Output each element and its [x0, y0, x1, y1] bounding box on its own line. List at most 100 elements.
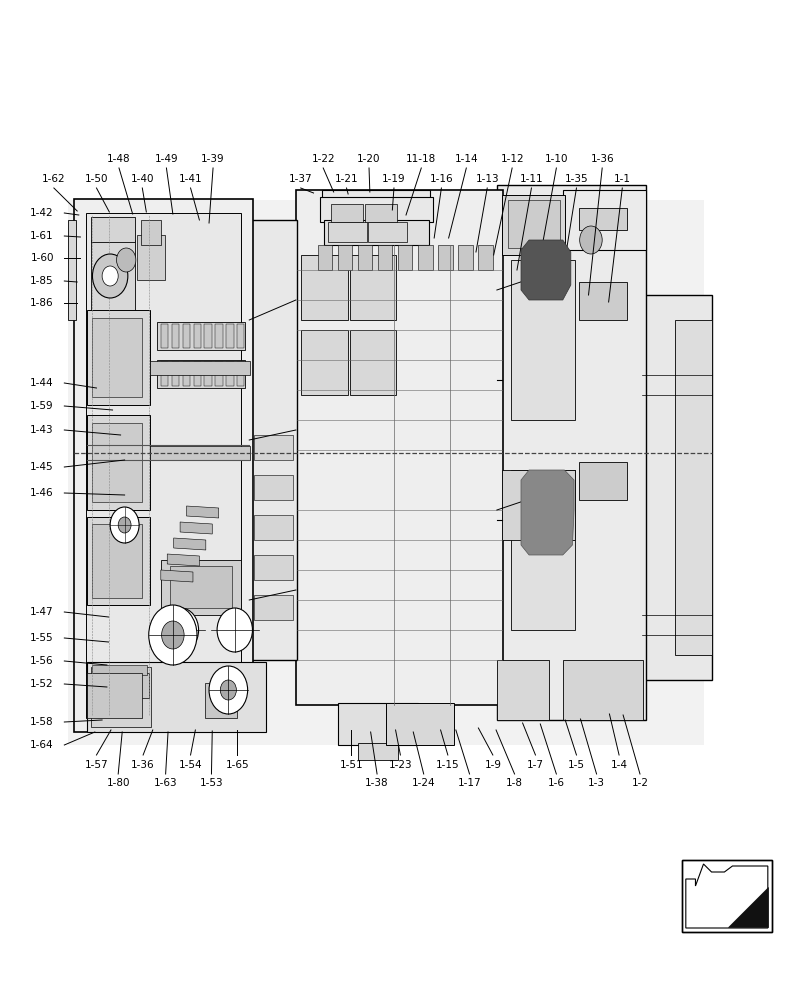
Bar — [92, 423, 142, 502]
Text: 1-57: 1-57 — [84, 760, 108, 770]
Bar — [87, 662, 266, 732]
Bar — [254, 515, 292, 540]
Bar — [562, 190, 645, 250]
Circle shape — [217, 608, 252, 652]
Circle shape — [102, 266, 118, 286]
Text: 1-5: 1-5 — [567, 760, 585, 770]
Bar — [510, 260, 574, 420]
Bar — [226, 362, 233, 386]
Bar — [172, 362, 179, 386]
Text: 1-20: 1-20 — [357, 154, 381, 164]
Text: 1-4: 1-4 — [609, 760, 627, 770]
Text: 1-59: 1-59 — [31, 401, 54, 411]
Bar — [301, 255, 348, 320]
Bar — [68, 200, 703, 745]
Bar — [92, 665, 147, 675]
Bar — [87, 310, 149, 405]
Bar — [204, 324, 211, 348]
Bar — [149, 361, 250, 375]
Text: 1-7: 1-7 — [526, 760, 544, 770]
Polygon shape — [685, 864, 767, 928]
Bar — [324, 220, 428, 245]
Bar — [137, 235, 165, 280]
Bar — [226, 324, 233, 348]
Text: 1-86: 1-86 — [31, 298, 54, 308]
Bar — [92, 524, 142, 598]
Text: 1-9: 1-9 — [483, 760, 501, 770]
Bar — [321, 190, 430, 200]
Text: 1-56: 1-56 — [31, 656, 54, 666]
Bar — [496, 185, 645, 720]
Bar — [578, 462, 626, 500]
Text: 1-6: 1-6 — [547, 778, 565, 788]
Bar — [92, 318, 142, 397]
Bar — [502, 195, 565, 255]
Text: 11-18: 11-18 — [406, 154, 436, 164]
Text: 1-63: 1-63 — [153, 778, 177, 788]
Bar — [681, 860, 771, 932]
Text: 1-38: 1-38 — [365, 778, 389, 788]
Text: 1-36: 1-36 — [131, 760, 155, 770]
Bar — [365, 204, 397, 222]
Circle shape — [220, 680, 236, 700]
Text: 1-10: 1-10 — [544, 154, 568, 164]
Text: 1-46: 1-46 — [31, 488, 54, 498]
Text: 1-48: 1-48 — [107, 154, 131, 164]
Polygon shape — [173, 538, 206, 550]
Text: 1-8: 1-8 — [505, 778, 523, 788]
Circle shape — [116, 248, 136, 272]
Polygon shape — [728, 887, 767, 927]
Text: 1-80: 1-80 — [106, 778, 130, 788]
Bar — [172, 324, 179, 348]
Bar — [87, 415, 149, 510]
Bar — [317, 245, 332, 270]
Text: 1-19: 1-19 — [381, 174, 406, 184]
Bar — [182, 362, 190, 386]
Text: 1-16: 1-16 — [429, 174, 453, 184]
Bar — [215, 362, 222, 386]
Circle shape — [209, 666, 247, 714]
Text: 1-36: 1-36 — [589, 154, 613, 164]
Bar — [320, 197, 432, 222]
Bar — [397, 245, 412, 270]
Polygon shape — [161, 570, 193, 582]
Bar — [87, 517, 149, 605]
Bar — [91, 673, 149, 698]
Bar — [349, 330, 396, 395]
Bar — [141, 220, 161, 245]
Text: 1-15: 1-15 — [435, 760, 459, 770]
Bar — [578, 208, 626, 230]
Bar — [68, 220, 76, 320]
Bar — [161, 362, 168, 386]
Bar — [161, 560, 241, 615]
Bar — [215, 324, 222, 348]
Bar — [502, 470, 574, 540]
Bar — [328, 222, 366, 242]
Bar — [254, 475, 292, 500]
Bar — [182, 324, 190, 348]
Text: 1-65: 1-65 — [225, 760, 249, 770]
Text: 1-42: 1-42 — [31, 208, 54, 218]
Text: 1-44: 1-44 — [31, 378, 54, 388]
Bar — [170, 566, 231, 608]
Text: 1-22: 1-22 — [311, 154, 335, 164]
Bar — [296, 190, 503, 705]
Text: 1-12: 1-12 — [499, 154, 524, 164]
Polygon shape — [167, 554, 199, 566]
Bar — [161, 324, 168, 348]
Text: 1-49: 1-49 — [154, 154, 178, 164]
Bar — [194, 362, 201, 386]
Bar — [357, 245, 372, 270]
Text: 1-40: 1-40 — [130, 174, 154, 184]
Text: 1-47: 1-47 — [31, 607, 54, 617]
Bar — [205, 683, 237, 718]
Text: 1-62: 1-62 — [42, 174, 66, 184]
Text: 1-61: 1-61 — [31, 231, 54, 241]
Circle shape — [579, 226, 601, 254]
Bar — [331, 204, 363, 222]
Bar — [385, 703, 454, 745]
Polygon shape — [186, 506, 218, 518]
Bar — [91, 240, 135, 320]
Circle shape — [92, 254, 128, 298]
Bar — [507, 200, 560, 248]
